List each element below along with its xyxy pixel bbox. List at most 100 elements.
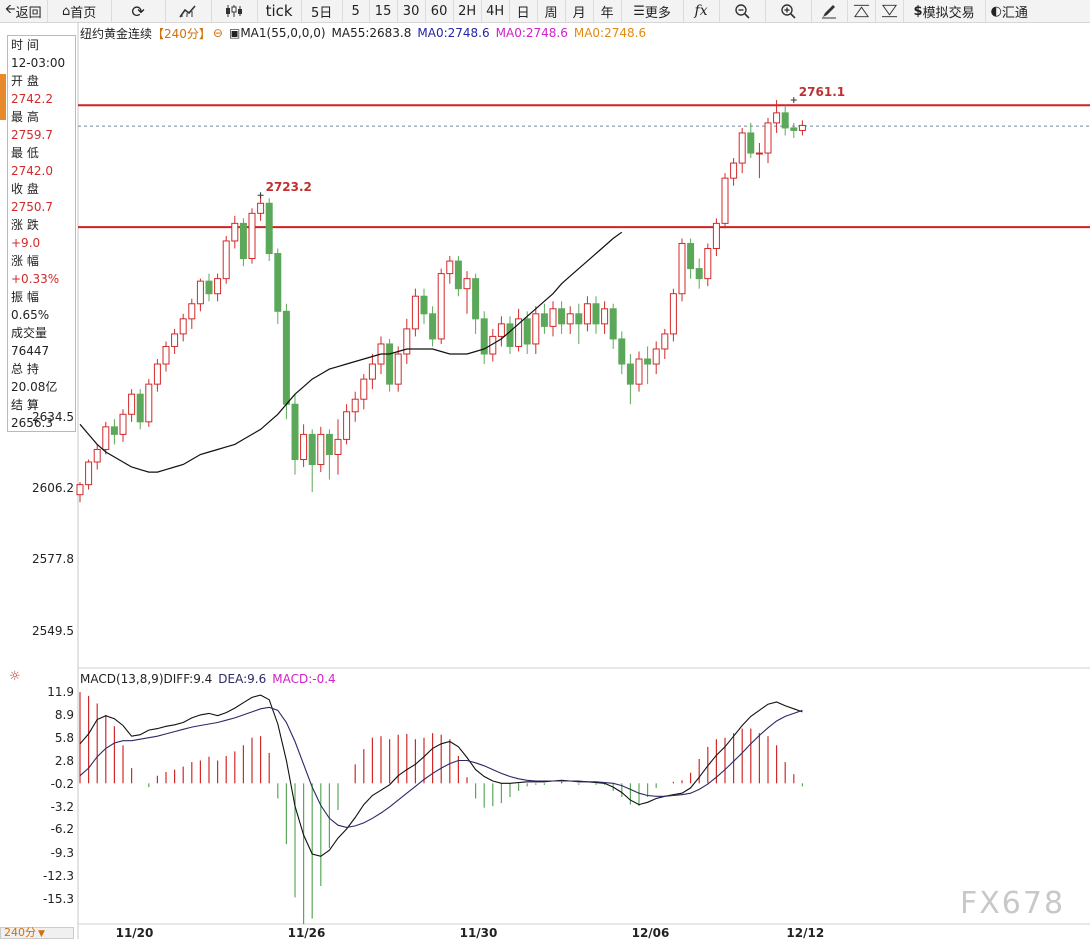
period-day-label: 日 bbox=[516, 5, 530, 21]
period-4h-label: 4H bbox=[486, 3, 505, 19]
period-tick[interactable]: tick bbox=[258, 0, 302, 22]
back-label: 返回 bbox=[15, 5, 42, 21]
candle-body bbox=[360, 378, 368, 400]
indicator-icon[interactable]: ▣ bbox=[228, 26, 241, 40]
settings-icon[interactable]: ⊖ bbox=[212, 26, 223, 40]
candle-body bbox=[463, 278, 471, 290]
candle-body bbox=[403, 328, 411, 355]
refresh-icon: ⟳ bbox=[131, 1, 145, 21]
fenshi-button[interactable] bbox=[166, 0, 212, 22]
close-label: 收 盘 bbox=[11, 182, 39, 196]
candle-body bbox=[351, 398, 359, 413]
period-month[interactable]: 月 bbox=[566, 0, 594, 22]
chart-header: 纽约黄金连续 【240分】 ⊖ ▣ MA1(55,0,0,0) MA55:268… bbox=[80, 25, 646, 41]
fx-rate-label: 汇通 bbox=[1001, 5, 1028, 21]
candle-body bbox=[575, 313, 583, 325]
candle-body bbox=[153, 363, 161, 385]
ma1-label[interactable]: MA1(55,0,0,0) bbox=[240, 26, 326, 40]
zoom-in-button[interactable] bbox=[766, 0, 812, 22]
period-tag-label: 240分 bbox=[4, 926, 36, 939]
ma55-line bbox=[79, 231, 623, 473]
dollar-icon: $ bbox=[913, 3, 923, 19]
open-interest-label: 总 持 bbox=[11, 362, 39, 376]
candle-body bbox=[635, 358, 643, 385]
period-15[interactable]: 15 bbox=[370, 0, 398, 22]
pattern-button-2[interactable] bbox=[876, 0, 904, 22]
candle-body bbox=[222, 240, 230, 280]
macd-tick-label: 8.9 bbox=[54, 707, 74, 722]
draw-button[interactable] bbox=[812, 0, 848, 22]
time-tick-label: 11/20 bbox=[115, 926, 154, 940]
period-tick-label: tick bbox=[265, 2, 293, 20]
period-year[interactable]: 年 bbox=[594, 0, 622, 22]
high-label: 最 高 bbox=[11, 110, 39, 124]
candle-body bbox=[695, 268, 703, 280]
formula-button[interactable]: fx bbox=[684, 0, 720, 22]
price-tick-label: 2577.8 bbox=[32, 552, 74, 567]
change-label: 涨 跌 bbox=[11, 218, 39, 232]
period-60[interactable]: 60 bbox=[426, 0, 454, 22]
candle-body bbox=[119, 413, 127, 435]
fx-rate-button[interactable]: ◐ 汇通 bbox=[986, 0, 1033, 22]
period-5d[interactable]: 5日 bbox=[302, 0, 343, 22]
more-button[interactable]: ☰ 更多 bbox=[622, 0, 684, 22]
settlement-value: 2656.3 bbox=[11, 416, 53, 430]
candle-body bbox=[368, 363, 376, 380]
macd-tick-label: 5.8 bbox=[54, 731, 74, 746]
candle-body bbox=[274, 253, 282, 312]
instrument-name: 纽约黄金连续 bbox=[80, 26, 153, 41]
period-tag[interactable]: 240分 ▼ bbox=[0, 927, 74, 939]
candle-body bbox=[687, 242, 695, 270]
candle-body bbox=[420, 295, 428, 315]
candle-body bbox=[506, 323, 514, 347]
time-tick-label: 11/26 bbox=[287, 926, 326, 940]
macd-settings-icon[interactable]: ☼ bbox=[9, 669, 21, 684]
period-5[interactable]: 5 bbox=[343, 0, 370, 22]
candle-body bbox=[265, 202, 273, 255]
period-2h[interactable]: 2H bbox=[454, 0, 482, 22]
triangle-down-icon bbox=[881, 4, 897, 18]
low-label: 最 低 bbox=[11, 146, 39, 160]
macd-params[interactable]: MACD(13,8,9) bbox=[80, 672, 164, 686]
candle-body bbox=[661, 333, 669, 350]
time-tick-label: 12/06 bbox=[631, 926, 670, 940]
home-label: 首页 bbox=[70, 5, 97, 21]
macd-dea: DEA:9.6 bbox=[218, 672, 267, 686]
home-button[interactable]: ⌂ 首页 bbox=[48, 0, 112, 22]
back-button[interactable]: 🡨 返回 bbox=[0, 0, 48, 22]
price-tick-label: 2634.5 bbox=[32, 410, 74, 425]
candle-body bbox=[747, 132, 755, 154]
candle-body bbox=[583, 303, 591, 325]
triangle-up-icon bbox=[853, 4, 869, 18]
period-week[interactable]: 周 bbox=[538, 0, 566, 22]
candle-body bbox=[704, 247, 712, 280]
period-label[interactable]: 【240分】 bbox=[152, 26, 211, 41]
amplitude-label: 振 幅 bbox=[11, 290, 39, 304]
pattern-button-1[interactable] bbox=[848, 0, 876, 22]
candle-body bbox=[738, 132, 746, 164]
change-value: +9.0 bbox=[11, 236, 41, 250]
candle-body bbox=[773, 112, 781, 124]
zoom-out-button[interactable] bbox=[720, 0, 766, 22]
simulated-trade-button[interactable]: $ 模拟交易 bbox=[904, 0, 986, 22]
period-4h[interactable]: 4H bbox=[482, 0, 510, 22]
chart-frame bbox=[77, 22, 1090, 939]
period-week-label: 周 bbox=[544, 5, 558, 21]
period-60-label: 60 bbox=[430, 3, 448, 19]
candle-body bbox=[618, 338, 626, 365]
candle-body bbox=[549, 308, 557, 327]
high-annotation: 2761.1 bbox=[799, 85, 845, 99]
period-day[interactable]: 日 bbox=[510, 0, 538, 22]
kline-button[interactable] bbox=[212, 0, 258, 22]
candle-body bbox=[110, 426, 118, 435]
candle-body bbox=[162, 345, 170, 365]
candle-body bbox=[437, 273, 445, 340]
refresh-button[interactable]: ⟳ bbox=[112, 0, 166, 22]
macd-value: MACD:-0.4 bbox=[272, 672, 336, 686]
close-value: 2750.7 bbox=[11, 200, 53, 214]
candle-body bbox=[196, 280, 204, 305]
period-30[interactable]: 30 bbox=[398, 0, 426, 22]
period-2h-label: 2H bbox=[458, 3, 477, 19]
candle-body bbox=[386, 343, 394, 385]
